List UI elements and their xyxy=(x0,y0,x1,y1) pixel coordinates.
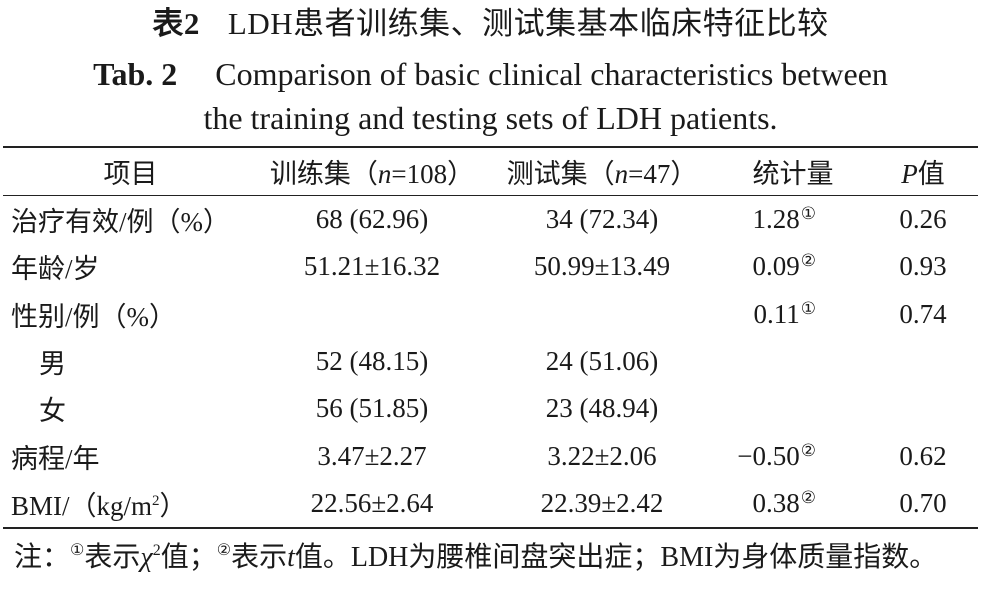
row-statistic: 0.38② xyxy=(752,487,817,518)
row-testing-value: 24 (51.06) xyxy=(545,346,659,377)
table-row: 年龄/岁 51.21±16.32 50.99±13.49 0.09② 0.93 xyxy=(3,243,978,290)
row-training-value xyxy=(258,291,486,338)
table-title-english-text-1: Comparison of basic clinical characteris… xyxy=(215,56,888,92)
row-training-value: 51.21±16.32 xyxy=(303,251,441,282)
table-number-chinese: 表2 xyxy=(152,6,200,41)
row-training-value: 22.56±2.64 xyxy=(310,487,434,518)
test-type-mark: ② xyxy=(800,251,816,271)
header-p-value: P值 xyxy=(901,159,945,189)
row-statistic: 0.11① xyxy=(753,298,817,329)
table-row: 男 52 (48.15) 24 (51.06) xyxy=(3,338,978,385)
row-item: 年龄/岁 xyxy=(11,254,100,285)
table-header-row: 项目 训练集（n=108） 测试集（n=47） 统计量 P值 xyxy=(3,147,978,196)
row-testing-value: 50.99±13.49 xyxy=(533,251,671,282)
header-testing-set: 测试集（n=47） xyxy=(506,159,698,189)
row-p-value xyxy=(868,385,978,432)
table-title-english-line1: Tab. 2 Comparison of basic clinical chara… xyxy=(0,52,981,96)
row-testing-value: 23 (48.94) xyxy=(545,393,659,424)
header-item: 项目 xyxy=(103,159,158,189)
row-statistic: 1.28① xyxy=(752,204,817,235)
table-number-english: Tab. 2 xyxy=(93,56,178,92)
row-item: BMI/（kg/m2） xyxy=(11,490,187,521)
row-p-value: 0.70 xyxy=(899,487,947,518)
row-training-value: 56 (51.85) xyxy=(315,393,429,424)
row-training-value: 68 (62.96) xyxy=(315,204,429,235)
table-title-chinese-text: LDH患者训练集、测试集基本临床特征比较 xyxy=(227,6,829,41)
row-p-value: 0.62 xyxy=(899,440,947,471)
test-type-mark: ① xyxy=(800,298,816,318)
table-title-english: Tab. 2 Comparison of basic clinical chara… xyxy=(0,52,981,140)
test-type-mark: ① xyxy=(800,204,816,224)
table-row: 女 56 (51.85) 23 (48.94) xyxy=(3,385,978,432)
table-row: BMI/（kg/m2） 22.56±2.64 22.39±2.42 0.38② … xyxy=(3,480,978,529)
row-training-value: 52 (48.15) xyxy=(315,346,429,377)
row-testing-value xyxy=(486,291,718,338)
row-item: 男 xyxy=(39,349,66,380)
table-row: 治疗有效/例（%） 68 (62.96) 34 (72.34) 1.28① 0.… xyxy=(3,196,978,244)
table-footnote: 注：①表示χ2值；②表示t值。LDH为腰椎间盘突出症；BMI为身体质量指数。 xyxy=(14,542,938,573)
row-statistic xyxy=(718,338,868,385)
row-item: 治疗有效/例（%） xyxy=(11,207,230,238)
header-training-set: 训练集（n=108） xyxy=(269,159,475,189)
table-row: 病程/年 3.47±2.27 3.22±2.06 −0.50② 0.62 xyxy=(3,432,978,479)
row-testing-value: 3.22±2.06 xyxy=(547,440,657,471)
row-p-value: 0.74 xyxy=(899,298,947,329)
row-p-value xyxy=(868,338,978,385)
row-p-value: 0.93 xyxy=(899,251,947,282)
row-testing-value: 22.39±2.42 xyxy=(540,487,664,518)
header-statistic: 统计量 xyxy=(752,159,834,189)
row-item: 女 xyxy=(39,396,66,427)
row-item: 性别/例（%） xyxy=(11,301,176,332)
clinical-characteristics-table: 项目 训练集（n=108） 测试集（n=47） 统计量 P值 治疗有效/例（%）… xyxy=(3,146,978,529)
test-type-mark: ② xyxy=(800,487,816,507)
table-title-chinese: 表2 LDH患者训练集、测试集基本临床特征比较 xyxy=(0,4,981,44)
row-testing-value: 34 (72.34) xyxy=(545,204,659,235)
table-row: 性别/例（%） 0.11① 0.74 xyxy=(3,291,978,338)
test-type-mark: ② xyxy=(800,440,816,460)
row-statistic: 0.09② xyxy=(752,251,817,282)
table-title-english-text-2: the training and testing sets of LDH pat… xyxy=(203,100,778,136)
row-item: 病程/年 xyxy=(11,443,100,474)
row-p-value: 0.26 xyxy=(899,204,947,235)
row-training-value: 3.47±2.27 xyxy=(317,440,427,471)
row-statistic: −0.50② xyxy=(737,440,816,471)
row-statistic xyxy=(718,385,868,432)
